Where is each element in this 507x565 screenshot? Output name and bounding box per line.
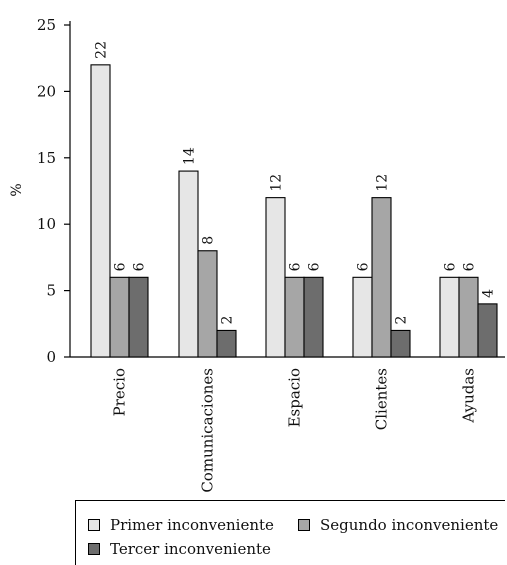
bar-precio-series-3 [128,276,149,358]
y-tick-label-10: 10 [37,215,56,233]
data-label-espacio-series-1: 12 [269,174,285,192]
bar-ayudas-series-3 [477,303,498,358]
legend-swatch-tercer [88,543,100,555]
legend-label-primer: Primer inconveniente [110,516,274,534]
bar-comunicaciones-series-1 [178,170,199,358]
y-tick-label-0: 0 [46,348,56,366]
legend-item-tercer: Tercer inconveniente [88,540,271,558]
legend-item-primer: Primer inconveniente [88,516,274,534]
y-axis-label: % [9,183,25,196]
bar-ayudas-series-2 [458,276,479,358]
data-label-precio-series-3: 6 [132,262,148,271]
legend-swatch-primer [88,519,100,531]
data-label-espacio-series-3: 6 [307,262,323,271]
data-label-comunicaciones-series-1: 14 [182,147,198,165]
bar-espacio-series-3 [303,276,324,358]
bar-clientes-series-3 [390,329,411,358]
data-label-comunicaciones-series-2: 8 [201,236,217,245]
data-label-espacio-series-2: 6 [288,262,304,271]
bar-ayudas-series-1 [439,276,460,358]
data-label-clientes-series-1: 6 [356,262,372,271]
y-tick-label-25: 25 [37,16,56,34]
legend-item-segundo: Segundo inconveniente [298,516,498,534]
bar-clientes-series-1 [352,276,373,358]
bar-precio-series-1 [90,64,111,358]
data-label-ayudas-series-3: 4 [481,289,497,298]
x-tick-label-clientes: Clientes [373,368,391,430]
data-label-ayudas-series-1: 6 [443,262,459,271]
data-label-comunicaciones-series-3: 2 [220,316,236,325]
legend-swatch-segundo [298,519,310,531]
data-label-clientes-series-2: 12 [375,174,391,192]
legend-label-tercer: Tercer inconveniente [110,540,271,558]
data-label-clientes-series-3: 2 [394,316,410,325]
chart-legend: Primer inconveniente Segundo inconvenien… [75,500,505,565]
x-tick-label-precio: Precio [111,368,129,416]
bar-clientes-series-2 [371,197,392,358]
y-tick-label-15: 15 [37,149,56,167]
bar-precio-series-2 [109,276,130,358]
y-tick-label-20: 20 [37,82,56,100]
bar-espacio-series-1 [265,197,286,358]
data-label-ayudas-series-2: 6 [462,262,478,271]
bar-comunicaciones-series-3 [216,329,237,358]
bar-espacio-series-2 [284,276,305,358]
x-tick-label-espacio: Espacio [286,368,304,427]
legend-label-segundo: Segundo inconveniente [320,516,499,534]
y-tick-label-5: 5 [46,282,56,300]
data-label-precio-series-1: 22 [94,41,110,59]
x-tick-label-ayudas: Ayudas [460,368,478,424]
data-label-precio-series-2: 6 [113,262,129,271]
x-tick-label-comunicaciones: Comunicaciones [199,368,217,493]
bar-comunicaciones-series-2 [197,250,218,358]
